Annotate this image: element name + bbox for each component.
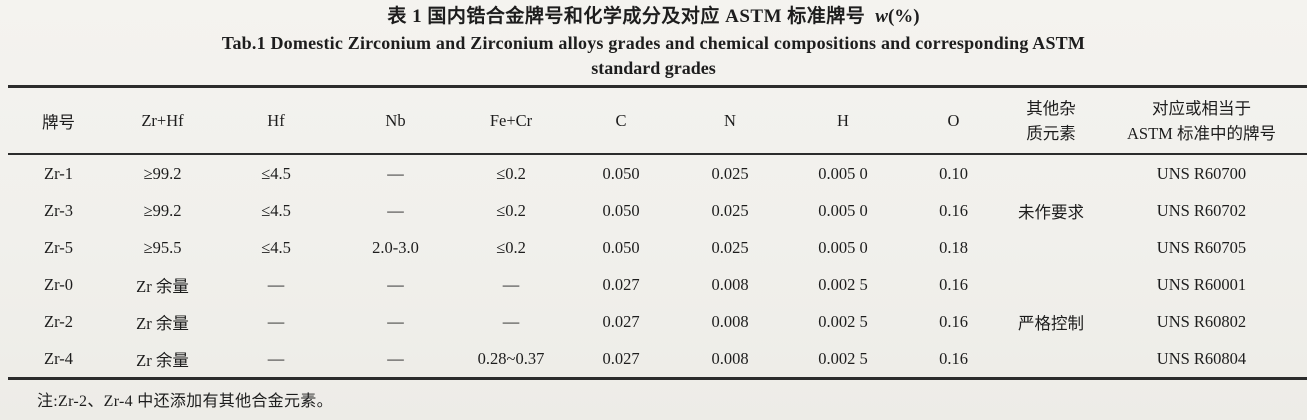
- cell-zr-hf: ≥99.2: [143, 163, 182, 183]
- cell-hf: ≤4.5: [261, 237, 291, 257]
- header-astm-grade: 对应或相当于 ASTM 标准中的牌号: [1096, 86, 1307, 156]
- cell-nb: —: [387, 200, 404, 220]
- cell-hf: —: [267, 274, 285, 294]
- cell-o: 0.18: [939, 237, 968, 257]
- cell-o: 0.16: [939, 348, 968, 368]
- cell-c: 0.027: [602, 311, 640, 331]
- cell-n: 0.025: [711, 200, 749, 220]
- cell-grade: Zr-1: [44, 163, 73, 183]
- cell-fe-cr: ≤0.2: [496, 200, 526, 220]
- cell-c: 0.027: [602, 348, 640, 368]
- header-astm-grade-line2: ASTM 标准中的牌号: [1127, 123, 1276, 143]
- cell-grade: Zr-5: [44, 237, 73, 257]
- cell-n: 0.025: [711, 237, 749, 257]
- cell-zr-hf: Zr 余量: [136, 350, 189, 370]
- cell-o: 0.16: [939, 274, 968, 294]
- cell-c: 0.050: [602, 237, 640, 257]
- cell-astm: UNS R60705: [1156, 237, 1247, 257]
- header-other-impurities-line1: 其他杂: [1026, 98, 1076, 118]
- cell-zr-hf: ≥95.5: [143, 237, 182, 257]
- cell-o: 0.16: [939, 200, 968, 220]
- cell-zr-hf: Zr 余量: [136, 276, 189, 296]
- header-other-impurities: 其他杂 质元素: [1006, 86, 1096, 156]
- cell-grade: Zr-0: [44, 274, 73, 294]
- cell-astm: UNS R60804: [1156, 348, 1247, 368]
- cell-zr-hf: ≥99.2: [143, 200, 182, 220]
- cell-nb: 2.0-3.0: [372, 237, 419, 257]
- table-row: Zr-4 Zr 余量 — — 0.28~0.37 0.027 0.008 0.0…: [8, 340, 1307, 379]
- cell-nb: —: [387, 274, 404, 294]
- table-caption-block: 表 1 国内锆合金牌号和化学成分及对应 ASTM 标准牌号 w(%) Tab.1 …: [0, 0, 1307, 78]
- cell-hf: ≤4.5: [261, 163, 291, 183]
- cell-impurity-group-1: 未作要求: [1018, 202, 1084, 222]
- cell-hf: —: [267, 348, 285, 368]
- cell-grade: Zr-3: [44, 200, 73, 220]
- cell-fe-cr: ≤0.2: [496, 237, 526, 257]
- header-astm-grade-line1: 对应或相当于: [1152, 98, 1251, 118]
- table-row: Zr-1 ≥99.2 ≤4.5 — ≤0.2 0.050 0.025 0.005…: [8, 154, 1307, 222]
- cell-h: 0.002 5: [818, 311, 868, 331]
- cell-nb: —: [387, 163, 404, 183]
- table-row: Zr-2 Zr 余量 — — — 0.027 0.008 0.002 5 0.1…: [8, 303, 1307, 340]
- cell-o: 0.10: [939, 163, 968, 183]
- cell-h: 0.005 0: [818, 237, 868, 257]
- cell-c: 0.050: [602, 200, 640, 220]
- table-row: Zr-3 ≥99.2 ≤4.5 — ≤0.2 0.050 0.025 0.005…: [8, 192, 1307, 229]
- cell-c: 0.050: [602, 163, 640, 183]
- cell-h: 0.005 0: [818, 163, 868, 183]
- table-row: Zr-5 ≥95.5 ≤4.5 2.0-3.0 ≤0.2 0.050 0.025…: [8, 229, 1307, 266]
- header-fe-cr: Fe+Cr: [455, 86, 567, 156]
- table-footnote: 注:Zr-2、Zr-4 中还添加有其他合金元素。: [37, 393, 333, 411]
- table-title-chinese-text: 表 1 国内锆合金牌号和化学成分及对应 ASTM 标准牌号: [387, 6, 866, 27]
- header-grade: 牌号: [8, 86, 109, 156]
- cell-nb: —: [387, 348, 404, 368]
- cell-n: 0.025: [711, 163, 749, 183]
- cell-impurity-group-2: 严格控制: [1018, 313, 1084, 333]
- cell-grade: Zr-4: [44, 348, 73, 368]
- header-nb: Nb: [336, 86, 455, 156]
- cell-nb: —: [387, 311, 404, 331]
- header-zr-hf: Zr+Hf: [109, 86, 216, 156]
- header-h: H: [785, 86, 901, 156]
- unit-percent: (%): [887, 6, 920, 27]
- header-other-impurities-line2: 质元素: [1026, 123, 1076, 143]
- cell-fe-cr: —: [502, 311, 520, 331]
- cell-fe-cr: ≤0.2: [496, 163, 526, 183]
- cell-n: 0.008: [711, 311, 749, 331]
- cell-fe-cr: 0.28~0.37: [477, 348, 545, 368]
- cell-h: 0.005 0: [818, 200, 868, 220]
- cell-astm: UNS R60700: [1156, 163, 1247, 183]
- cell-h: 0.002 5: [818, 348, 868, 368]
- cell-astm: UNS R60001: [1156, 274, 1247, 294]
- table-title-english-line2: standard grades: [591, 57, 716, 78]
- unit-symbol-w: w: [875, 6, 888, 27]
- header-n: N: [675, 86, 785, 156]
- cell-h: 0.002 5: [818, 274, 868, 294]
- cell-astm: UNS R60702: [1156, 200, 1247, 220]
- alloy-composition-table: 牌号 Zr+Hf Hf Nb Fe+Cr C N H O 其他杂 质元素 对应或…: [8, 85, 1307, 381]
- table-title-chinese: 表 1 国内锆合金牌号和化学成分及对应 ASTM 标准牌号 w(%): [0, 6, 1307, 28]
- cell-c: 0.027: [602, 274, 640, 294]
- header-hf: Hf: [216, 86, 336, 156]
- header-o: O: [901, 86, 1006, 156]
- table-header-row: 牌号 Zr+Hf Hf Nb Fe+Cr C N H O 其他杂 质元素 对应或…: [8, 86, 1307, 156]
- cell-astm: UNS R60802: [1156, 311, 1247, 331]
- table-row: Zr-0 Zr 余量 — — — 0.027 0.008 0.002 5 0.1…: [8, 266, 1307, 333]
- table-title-english-line1: Tab.1 Domestic Zirconium and Zirconium a…: [221, 32, 1086, 53]
- cell-zr-hf: Zr 余量: [136, 313, 189, 333]
- cell-grade: Zr-2: [44, 311, 73, 331]
- cell-fe-cr: —: [502, 274, 520, 294]
- cell-hf: ≤4.5: [261, 200, 291, 220]
- cell-o: 0.16: [939, 311, 968, 331]
- header-c: C: [567, 86, 675, 156]
- cell-n: 0.008: [711, 348, 749, 368]
- cell-hf: —: [267, 311, 285, 331]
- cell-n: 0.008: [711, 274, 749, 294]
